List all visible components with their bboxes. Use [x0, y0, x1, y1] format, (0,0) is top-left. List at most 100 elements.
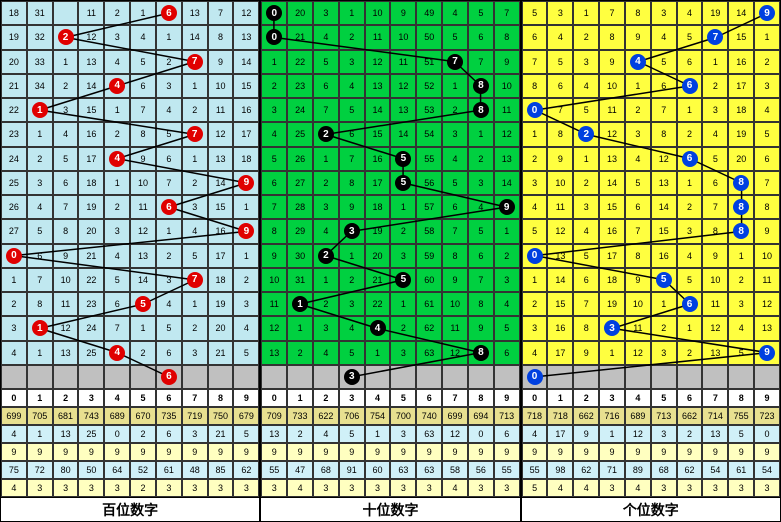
stat-cell: 9: [313, 443, 339, 461]
stat-cell: 9: [104, 443, 130, 461]
stat-cell: 2: [287, 425, 313, 443]
header-cell: 2: [53, 389, 79, 407]
cell: 18: [1, 1, 27, 25]
cell: 2: [494, 244, 520, 268]
cell: 7: [547, 98, 573, 122]
cell: 1: [339, 244, 365, 268]
cell: 5: [677, 268, 703, 292]
cell: 3: [651, 341, 677, 365]
stat-cell: 3: [313, 479, 339, 497]
cell: 12: [651, 147, 677, 171]
cell: 6: [702, 171, 728, 195]
cell: 5: [156, 316, 182, 340]
cell: 1: [1, 268, 27, 292]
cell: 12: [261, 316, 287, 340]
cell: 6: [442, 195, 468, 219]
cell: 3: [261, 98, 287, 122]
trend-ball: 6: [161, 199, 177, 215]
cell: 15: [208, 195, 234, 219]
cell: 61: [416, 292, 442, 316]
cell: 4: [651, 25, 677, 49]
cell: 6: [156, 365, 182, 389]
data-row: 425261514543112: [261, 122, 519, 146]
cell: 6: [677, 147, 703, 171]
cell: 21: [1, 74, 27, 98]
data-row: 9302120359862: [261, 244, 519, 268]
trend-ball: 2: [58, 29, 74, 45]
trend-ball: 0: [527, 102, 543, 118]
cell: 14: [208, 171, 234, 195]
cell: 6: [130, 74, 156, 98]
cell: 5: [104, 268, 130, 292]
cell: 14: [365, 98, 391, 122]
stat-cell: 714: [702, 407, 728, 425]
stat-cell: 699: [442, 407, 468, 425]
stat-cell: 9: [677, 443, 703, 461]
stat-cell: 706: [339, 407, 365, 425]
stat-cell: 3: [468, 479, 494, 497]
cell: 4: [677, 1, 703, 25]
trend-ball: 8: [473, 78, 489, 94]
cell: 5: [468, 1, 494, 25]
cell: 9: [130, 147, 156, 171]
stat-cell: 4: [442, 479, 468, 497]
cell: 16: [547, 316, 573, 340]
stat-cell: 3: [233, 479, 259, 497]
cell: 2: [573, 25, 599, 49]
stat-cell: 709: [261, 407, 287, 425]
trend-ball: 0: [527, 248, 543, 264]
stat-cell: 719: [182, 407, 208, 425]
cell: 1: [27, 316, 53, 340]
header-cell: 0: [1, 389, 27, 407]
cell: 2: [1, 292, 27, 316]
stat-cell: 713: [494, 407, 520, 425]
cell: 11: [754, 268, 780, 292]
data-row: 3102145131687: [522, 171, 780, 195]
stat-cell: 3: [677, 479, 703, 497]
cell: 3: [104, 219, 130, 243]
cell: 10: [261, 268, 287, 292]
cell: 8: [261, 219, 287, 243]
cell: 7: [182, 50, 208, 74]
cell: 6: [156, 195, 182, 219]
cell: 10: [53, 268, 79, 292]
header-cell: 3: [78, 389, 104, 407]
cell: 4: [339, 74, 365, 98]
cell: 4: [104, 244, 130, 268]
header-cell: 3: [339, 389, 365, 407]
cell: 6: [754, 147, 780, 171]
cell: 2: [53, 25, 79, 49]
trend-ball: 4: [109, 78, 125, 94]
header-cell: 0: [261, 389, 287, 407]
trend-ball: 4: [109, 151, 125, 167]
cell: 14: [390, 122, 416, 146]
stat-cell: 68: [313, 461, 339, 479]
cell: 3: [27, 171, 53, 195]
stat-cell: 6: [494, 425, 520, 443]
cell: 1: [390, 292, 416, 316]
cell: 1: [182, 292, 208, 316]
cell: 21: [208, 341, 234, 365]
stat-cell: 681: [53, 407, 79, 425]
cell: 19: [728, 122, 754, 146]
cell: 12: [390, 74, 416, 98]
stat-cell: 4: [287, 479, 313, 497]
cell: 3: [728, 292, 754, 316]
cell: 10: [599, 74, 625, 98]
data-row: 10311221560973: [261, 268, 519, 292]
trend-ball: 5: [135, 296, 151, 312]
cell: 19: [1, 25, 27, 49]
cell: 11: [442, 316, 468, 340]
stat-cell: 2: [677, 425, 703, 443]
cell: 2: [677, 195, 703, 219]
cell: 7: [442, 50, 468, 74]
stat-cell: 60: [365, 461, 391, 479]
cell: 2: [677, 122, 703, 146]
cell: 5: [677, 25, 703, 49]
cell: 4: [261, 122, 287, 146]
data-row: 12253121151779: [261, 50, 519, 74]
cell: 7: [208, 1, 234, 25]
cell: 1: [625, 74, 651, 98]
cell: [261, 365, 287, 389]
cell: 5: [522, 219, 548, 243]
